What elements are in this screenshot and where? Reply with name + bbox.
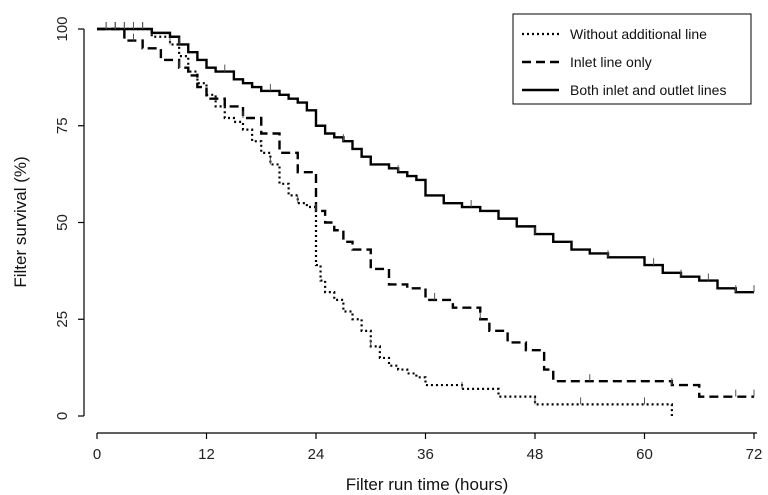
x-tick-label-3: 36 [417,446,434,463]
axis-ticks: 0 12 24 36 48 60 72 0 25 50 75 100 [54,16,762,463]
y-tick-label-1: 25 [54,311,71,328]
legend-items: Without additional line Inlet line only Bo… [522,26,726,98]
x-tick-label-4: 48 [527,446,544,463]
legend-label-0: Without additional line [570,26,707,42]
series-line-1 [97,27,754,398]
x-tick-label-5: 60 [636,446,653,463]
x-axis-title: Filter run time (hours) [346,475,508,494]
x-tick-label-0: 0 [93,446,101,463]
x-tick-label-2: 24 [308,446,325,463]
y-tick-label-4: 100 [54,16,71,41]
y-tick-label-0: 0 [54,412,71,420]
legend-label-2: Both inlet and outlet lines [570,82,726,98]
legend: Without additional line Inlet line only Bo… [512,13,752,105]
x-tick-label-6: 72 [746,446,763,463]
censor-marks [105,22,755,405]
y-tick-label-2: 50 [54,214,71,231]
legend-label-1: Inlet line only [570,54,652,70]
plot-area: 0 12 24 36 48 60 72 0 25 50 75 100 [54,16,762,463]
x-tick-label-1: 12 [198,446,215,463]
y-tick-label-3: 75 [54,117,71,134]
y-axis-title: Filter survival (%) [11,156,30,287]
